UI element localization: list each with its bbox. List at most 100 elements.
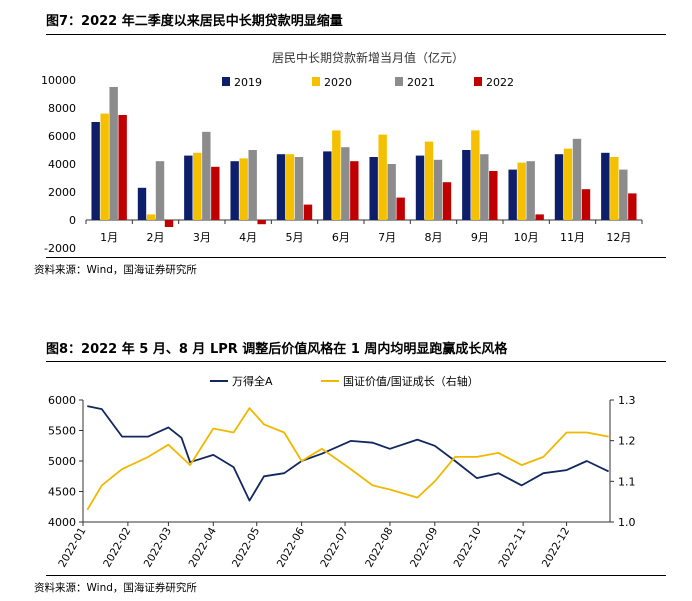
x-tick-label: 10月 [514, 231, 539, 244]
y-tick-label: 8000 [48, 102, 76, 115]
legend-label-2021: 2021 [407, 76, 435, 89]
legend-label-value-growth: 国证价值/国证成长（右轴） [343, 374, 479, 388]
bar-2019 [91, 122, 100, 220]
bar-2019 [462, 150, 471, 220]
bar-2022 [257, 220, 266, 225]
x-tick-label: 2022-01 [56, 526, 88, 570]
figure1-bottom-rule [46, 257, 666, 258]
bar-2021 [433, 159, 443, 220]
bar-chart: 居民中长期贷款新增当月值（亿元） -2000 0 2000 4000 6000 8000 10… [41, 50, 643, 255]
x-tick-label: 12月 [606, 231, 631, 244]
left-tick-label: 4000 [48, 516, 76, 529]
bar-2021 [341, 147, 350, 220]
chart1-title: 居民中长期贷款新增当月值（亿元） [272, 50, 464, 65]
bar-2021 [202, 131, 211, 220]
bar-2021 [294, 157, 304, 220]
x-tick-label: 2022-04 [187, 525, 219, 569]
figure1-title: 图7：2022 年二季度以来居民中长期贷款明显缩量 [46, 14, 343, 29]
x-tick-label: 2022-03 [142, 526, 174, 570]
left-tick-label: 4500 [48, 486, 76, 499]
bar-2020 [517, 162, 526, 220]
bar-2019 [415, 155, 425, 220]
figure2-top-rule [46, 361, 666, 362]
bar-2020 [332, 130, 341, 220]
bar-2020 [239, 158, 248, 220]
right-tick-label: 1.2 [618, 435, 636, 448]
y-tick-label: 2000 [48, 186, 76, 199]
bar-2022 [535, 214, 544, 220]
x-tick-label: 2022-10 [452, 526, 484, 570]
bar-2021 [480, 154, 489, 220]
bar-2021 [155, 161, 165, 220]
x-tick-label: 2022-06 [275, 525, 307, 569]
bar-2022 [489, 171, 498, 220]
legend-swatch-2020 [312, 77, 320, 86]
x-tick-label: 3月 [193, 231, 211, 244]
bar-2020 [285, 154, 295, 220]
bar-2019 [276, 154, 286, 220]
series-line-wande [87, 405, 609, 502]
x-tick-label: 2022-09 [408, 526, 440, 570]
figure1-top-rule [46, 34, 666, 35]
bar-2022 [628, 193, 637, 220]
bar-2022 [442, 182, 452, 220]
bar-2020 [193, 152, 202, 220]
bar-2019 [508, 169, 517, 220]
bar-2020 [146, 214, 156, 220]
bar-2022 [118, 115, 127, 220]
left-tick-label: 5500 [48, 425, 76, 438]
bar-2019 [323, 151, 332, 220]
bar-2022 [211, 166, 220, 220]
bar-2020 [100, 113, 109, 220]
x-tick-label: 2022-11 [496, 526, 528, 570]
x-tick-label: 2022-12 [540, 526, 572, 570]
bar-2020 [563, 148, 573, 220]
bar-2019 [601, 152, 610, 220]
left-tick-label: 5000 [48, 455, 76, 468]
right-tick-label: 1.1 [618, 475, 636, 488]
x-tick-label: 2022-05 [230, 526, 262, 570]
bar-2020 [471, 130, 480, 220]
x-tick-label: 7月 [378, 231, 396, 244]
bar-2019 [369, 157, 378, 220]
right-tick-label: 1.0 [618, 516, 636, 529]
y-tick-label: 4000 [48, 158, 76, 171]
x-tick-label: 1月 [100, 231, 118, 244]
bar-2019 [554, 154, 564, 220]
legend-swatch-2022 [474, 77, 482, 86]
bar-2021 [109, 87, 118, 220]
right-tick-label: 1.3 [618, 394, 636, 407]
x-tick-label: 8月 [425, 231, 443, 244]
y-tick-label: 0 [69, 214, 76, 227]
legend-label-2019: 2019 [234, 76, 262, 89]
bar-2021 [619, 169, 628, 220]
x-tick-label: 4月 [239, 231, 257, 244]
series-line-value-growth [86, 407, 609, 511]
x-tick-label: 2022-08 [363, 526, 395, 570]
figure2-title: 图8：2022 年 5 月、8 月 LPR 调整后价值风格在 1 周内均明显跑赢… [46, 342, 508, 357]
bar-2021 [572, 138, 582, 220]
y-tick-label: 6000 [48, 130, 76, 143]
x-tick-label: 2022-07 [318, 526, 350, 570]
bar-2022 [164, 220, 174, 227]
legend-label-2020: 2020 [324, 76, 352, 89]
figure2-bottom-rule [46, 575, 666, 576]
legend-label-2022: 2022 [486, 76, 514, 89]
bar-2022 [396, 197, 405, 220]
bar-2021 [387, 164, 396, 220]
bar-2019 [184, 155, 193, 220]
bar-2020 [378, 134, 387, 220]
legend-label-wande: 万得全A [232, 374, 273, 388]
bar-2022 [303, 204, 313, 220]
bar-2020 [610, 157, 619, 220]
legend-swatch-2021 [395, 77, 403, 86]
bar-2019 [230, 161, 239, 220]
x-tick-label: 9月 [471, 231, 489, 244]
y-tick-label: 10000 [41, 74, 76, 87]
x-tick-label: 2022-02 [101, 526, 133, 570]
left-tick-label: 6000 [48, 394, 76, 407]
legend-swatch-2019 [222, 77, 230, 86]
figure2-source: 资料来源：Wind，国海证券研究所 [34, 582, 197, 594]
bar-2021 [248, 150, 257, 220]
